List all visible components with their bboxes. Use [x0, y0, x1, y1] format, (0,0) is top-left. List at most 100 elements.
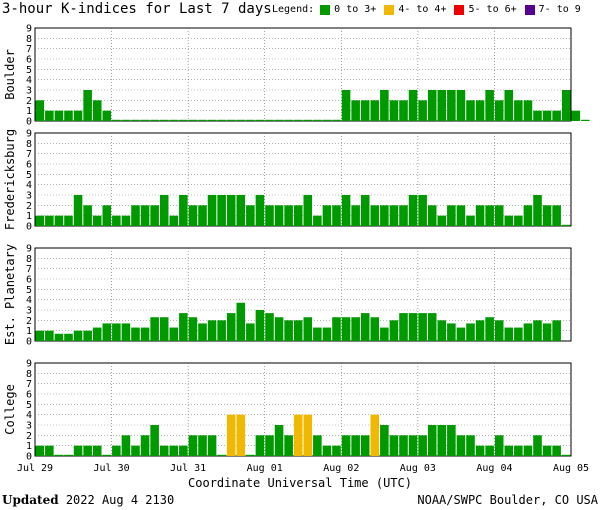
k-bar: [341, 90, 351, 121]
k-bar: [380, 205, 389, 226]
k-bar: [293, 414, 303, 456]
k-bar: [542, 445, 552, 456]
k-bar: [92, 327, 102, 341]
k-bar: [437, 320, 447, 341]
y-tick-label: 0: [26, 452, 32, 463]
legend: Legend: 0 to 3+ 4- to 4+ 5- to 6+ 7- to …: [272, 4, 583, 15]
k-bar: [73, 195, 83, 226]
y-tick-label: 1: [26, 211, 32, 222]
k-bar: [121, 119, 131, 121]
k-bar: [73, 330, 83, 341]
k-bar: [198, 119, 207, 121]
legend-item-7to9: 7- to 9: [538, 4, 581, 15]
k-bar: [274, 425, 284, 456]
k-bar: [112, 445, 121, 456]
k-bar: [64, 215, 73, 226]
k-bar: [466, 435, 475, 456]
k-bar: [466, 323, 475, 341]
k-bar: [360, 313, 370, 341]
k-bar: [561, 90, 571, 121]
k-bar: [456, 90, 466, 121]
k-bar: [159, 445, 169, 456]
k-bar: [447, 90, 456, 121]
k-bar: [504, 90, 514, 121]
k-bar: [217, 320, 226, 341]
k-bar: [112, 119, 121, 121]
k-bar: [389, 435, 399, 456]
k-bar: [341, 435, 351, 456]
k-bar: [131, 119, 140, 121]
k-bar: [552, 320, 561, 341]
legend-item-0to3: 0 to 3+: [334, 4, 377, 15]
k-bar: [45, 110, 54, 121]
k-bar: [150, 205, 159, 226]
y-tick-label: 8: [26, 139, 32, 150]
y-tick-label: 9: [26, 359, 32, 370]
k-bar: [552, 110, 561, 121]
y-tick-label: 4: [26, 75, 32, 86]
k-bar: [408, 90, 418, 121]
k-bar: [102, 205, 112, 226]
k-bar: [360, 195, 370, 226]
y-tick-label: 8: [26, 254, 32, 265]
y-tick-label: 1: [26, 326, 32, 337]
k-bar: [274, 317, 284, 341]
k-bar: [64, 454, 73, 456]
y-tick-label: 4: [26, 295, 32, 306]
k-bar: [542, 323, 552, 341]
y-tick-label: 1: [26, 441, 32, 452]
k-bar: [45, 445, 54, 456]
k-bar: [447, 323, 456, 341]
k-bar: [102, 454, 112, 456]
k-bar: [475, 100, 485, 121]
panel-label: College: [3, 384, 17, 435]
k-bar: [561, 224, 571, 226]
k-bar: [255, 435, 265, 456]
k-bar: [504, 445, 514, 456]
y-tick-label: 5: [26, 170, 32, 181]
k-bar: [112, 215, 121, 226]
k-bar: [236, 119, 246, 121]
k-bar: [341, 317, 351, 341]
k-bar: [399, 100, 408, 121]
k-bar: [179, 119, 188, 121]
k-bar: [370, 317, 380, 341]
k-bar: [179, 445, 188, 456]
k-bar: [341, 195, 351, 226]
k-bar: [92, 215, 102, 226]
k-bar: [456, 327, 466, 341]
k-bar: [236, 195, 246, 226]
k-bar: [523, 323, 533, 341]
k-bar: [284, 435, 293, 456]
y-tick-label: 8: [26, 34, 32, 45]
k-bar: [447, 425, 456, 456]
legend-swatch-red: [454, 4, 465, 15]
k-bar: [475, 320, 485, 341]
k-bar: [389, 100, 399, 121]
k-bar: [542, 205, 552, 226]
y-tick-label: 8: [26, 369, 32, 380]
k-bar: [198, 205, 207, 226]
k-bar: [533, 110, 542, 121]
y-tick-label: 7: [26, 264, 32, 275]
y-tick-label: 9: [26, 24, 32, 35]
k-bar: [188, 435, 198, 456]
k-bar: [131, 205, 140, 226]
k-bar: [226, 414, 236, 456]
k-bar: [494, 320, 504, 341]
k-bar: [437, 425, 447, 456]
k-bar: [207, 320, 217, 341]
k-bar: [35, 100, 45, 121]
k-bar: [265, 435, 274, 456]
k-bar: [265, 119, 274, 121]
y-tick-label: 9: [26, 244, 32, 255]
k-bar: [418, 313, 427, 341]
y-tick-label: 6: [26, 390, 32, 401]
k-bar: [207, 195, 217, 226]
k-bar: [226, 313, 236, 341]
k-bar: [523, 205, 533, 226]
k-bar: [54, 215, 64, 226]
k-bar: [226, 195, 236, 226]
k-bar: [418, 435, 427, 456]
k-bar: [542, 110, 552, 121]
